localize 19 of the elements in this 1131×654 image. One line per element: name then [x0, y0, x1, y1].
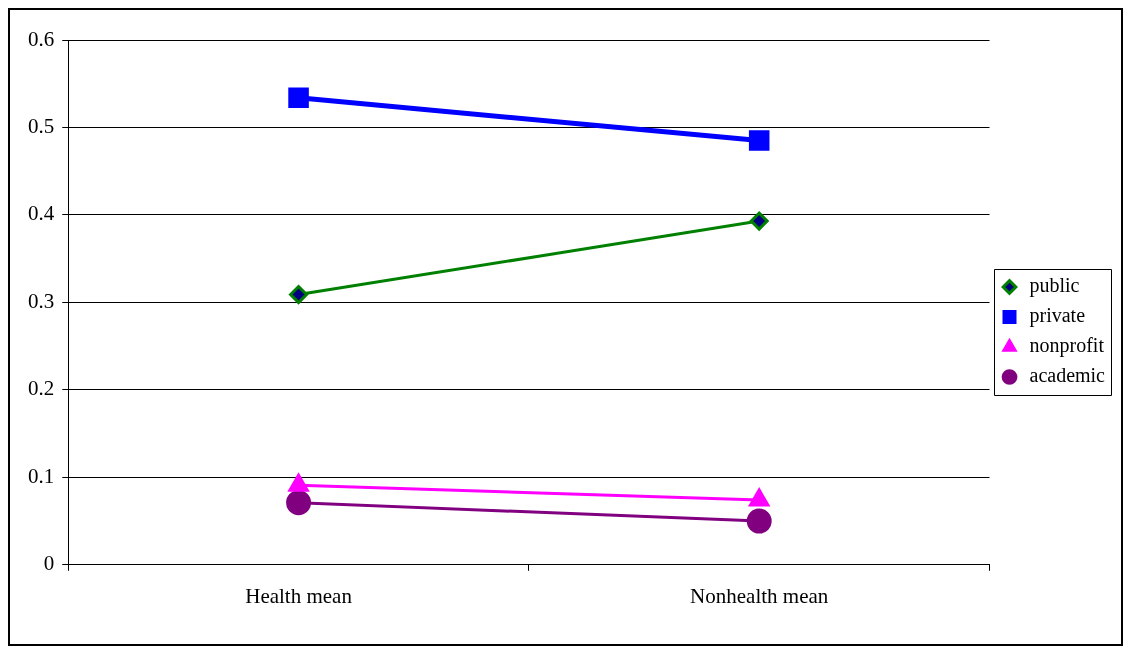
y-tick-label: 0.3 — [28, 288, 55, 313]
legend-label: nonprofit — [1029, 334, 1105, 358]
y-tick-label: 0.5 — [28, 113, 55, 138]
y-tick-label: 0.4 — [28, 201, 55, 226]
x-tick-label: Nonhealth mean — [690, 583, 829, 608]
y-tick-label: 0.6 — [28, 26, 55, 51]
legend-label: public — [1029, 274, 1080, 298]
point — [289, 285, 309, 305]
point — [288, 87, 309, 109]
point — [286, 490, 312, 516]
legend-label: academic — [1029, 364, 1106, 387]
y-tick-label: 0 — [43, 551, 55, 576]
point — [748, 130, 770, 151]
legend-label: private — [1029, 304, 1086, 328]
y-tick-label: 0.1 — [28, 463, 55, 488]
point — [746, 508, 772, 534]
point — [749, 211, 769, 231]
y-tick-label: 0.2 — [28, 376, 55, 401]
x-tick-label: Health mean — [245, 583, 353, 608]
